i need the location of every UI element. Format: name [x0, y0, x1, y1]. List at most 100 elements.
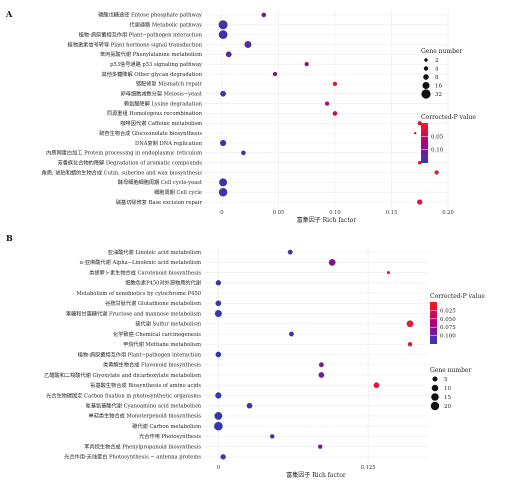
color-legend-label: 0.050: [440, 317, 456, 323]
category-label: 磷酸戊糖途径 Entose phosphate pathway: [98, 11, 202, 19]
size-legend-title: Gene number: [421, 48, 462, 55]
category-label: 内质网蛋白加工 Protein processing in endoplasmi…: [46, 149, 202, 157]
data-point: [272, 71, 278, 77]
category-label: 苯丙烷生物合成 Phenylpropanoid biosynthesis: [84, 442, 201, 450]
size-legend-dot: [421, 89, 431, 99]
x-tick-label: 0: [217, 465, 220, 471]
category-label: Metabolism of xenobiotics by cytochrome …: [76, 291, 201, 297]
category-label: 角质, 琥珀和蜡的生物合成 Cutin, suberine and wax bi…: [42, 168, 203, 176]
category-label: 甲烷代谢 Methane metabolism: [123, 340, 201, 348]
data-point: [417, 199, 423, 205]
category-label: 酵母细胞细胞周期 Cell cycle-yeast: [118, 178, 203, 186]
category-label: 植物-病原菌相互作用 Plant−pathogen interaction: [79, 30, 203, 38]
x-tick-label: 0.125: [361, 465, 376, 471]
color-legend-label: 0.025: [440, 308, 456, 314]
data-point: [406, 320, 414, 328]
category-label: 芳香族化合物的降解 Degradation of aromatic compou…: [58, 158, 203, 166]
category-label: 苯丙氨酸代谢 Phenylalanine metabolism: [100, 50, 202, 58]
size-legend-title: Gene number: [430, 367, 471, 374]
data-point: [287, 249, 293, 255]
category-label: 植物激素信号转导 Plant hormone signal transducti…: [68, 40, 203, 48]
size-legend-label: 4: [435, 67, 439, 73]
category-label: 赖氨酸降解 Lysine degradation: [124, 99, 203, 107]
category-label: 其他多糖降解 Other glycan degradation: [102, 70, 203, 78]
data-point: [220, 454, 226, 460]
data-point: [214, 412, 223, 420]
size-legend-dot: [431, 384, 439, 392]
category-label: 碳代谢 Carbon metabolism: [132, 422, 201, 430]
category-label: 硫苷生物合成 Glucosinolate biosynthesis: [99, 129, 202, 137]
category-label: 错配修复 Mismatch repair: [136, 80, 203, 88]
category-label: 类胡萝卜素生物合成 Carotenoid biosynthesis: [89, 268, 201, 276]
category-label: 同源重组 Homologous recombination: [107, 109, 203, 117]
data-point: [318, 372, 325, 378]
color-legend-bar: [430, 302, 437, 344]
x-tick-label: 0.10: [329, 210, 341, 216]
data-point: [318, 362, 324, 368]
size-legend-dot: [431, 393, 439, 401]
category-label: 光合作用 Photosynthesis: [139, 432, 201, 440]
category-label: 果糖和甘露糖代谢 Fructose and mannose metabolism: [66, 309, 201, 317]
data-point: [218, 30, 228, 39]
data-point: [215, 300, 222, 307]
size-legend-label: 20: [444, 404, 451, 410]
data-point: [244, 41, 252, 48]
category-label: 光合作用-天线蛋白 Photosynthesis − antenna prote…: [64, 453, 201, 461]
size-legend-dot: [423, 74, 429, 80]
x-tick-label: 0.20: [442, 210, 454, 216]
data-point: [214, 421, 223, 431]
panel-b-letter: B: [6, 233, 13, 243]
data-point: [225, 51, 232, 58]
category-label: 化学致癌 Chemical carcinogenesis: [113, 330, 201, 338]
category-label: 卵母细胞减数分裂 Meiosis−yeast: [121, 90, 203, 98]
category-label: 代谢通路 Metabolic pathway: [129, 21, 202, 29]
data-point: [219, 178, 228, 187]
color-legend-label: 0.075: [440, 325, 456, 331]
category-label: 植物-病原菌相互作用 Plant−pathogen interaction: [78, 350, 202, 358]
data-point: [332, 81, 338, 86]
data-point: [218, 188, 228, 197]
category-label: 乙醛酸和二羧酸代谢 Glyoxylate and dicarboxylate m…: [44, 371, 201, 379]
x-axis-label: 富集因子 Rich factor: [286, 471, 346, 479]
category-label: 碱基切除修复 Base excision repair: [116, 198, 203, 206]
data-point: [318, 444, 323, 449]
data-point: [373, 382, 380, 389]
category-label: 氨基酸生物合成 Biosynthesis of amino acids: [90, 381, 201, 389]
data-point: [215, 280, 222, 286]
category-label: 氰基氨基酸代谢 Cyanoamino acid metabolism: [86, 401, 201, 409]
color-legend-label: 0.05: [431, 134, 444, 140]
data-point: [220, 90, 226, 97]
panel-a-chart: 0 0.05 0.10 0.15 0.20 磷酸戊糖途径 Entose phosphate…: [42, 10, 476, 224]
category-label: 亚油酸代谢 Linoleic acid metabolism: [108, 248, 201, 256]
size-legend-dot: [432, 376, 438, 382]
category-label: p53信号通路 p53 signaling pathway: [110, 60, 202, 68]
plot-area: [205, 10, 448, 207]
data-point: [215, 351, 222, 358]
size-legend-label: 15: [444, 395, 451, 401]
size-legend-dot: [424, 58, 428, 62]
size-legend-dot: [423, 66, 429, 71]
category-label: α-亚麻酸代谢 Alpha−Linolenic acid metabolism: [80, 258, 201, 266]
data-point: [270, 434, 275, 439]
color-legend-label: 0.10: [431, 148, 444, 154]
category-label: 细胞周期 Cell cycle: [154, 188, 202, 196]
color-legend-title: Corrected-P value: [421, 114, 476, 121]
size-legend-label: 32: [435, 92, 442, 98]
panel-b-chart: 0 0.125 亚油酸代谢 Linoleic acid metabolism α-亚麻…: [44, 247, 485, 479]
category-label: 类黄酮生物合成 Flavonoid biosynthesis: [103, 361, 201, 369]
data-point: [215, 392, 222, 399]
category-label: 谷胱甘肽代谢 Glutathione metabolism: [105, 299, 201, 307]
data-point: [289, 331, 294, 337]
category-label: 咖啡因代谢 Caffeine metabolism: [120, 119, 202, 127]
category-label: 单萜类生物合成 Monoterpenoid biosynthesis: [89, 412, 202, 420]
data-point: [414, 131, 417, 135]
x-axis-label: 富集因子 Rich factor: [297, 216, 357, 224]
data-point: [218, 20, 228, 30]
data-point: [241, 150, 246, 156]
category-label: DNA复制 DNA replication: [135, 139, 203, 147]
data-point: [261, 12, 267, 18]
category-label: 光合生物碳固定 Carbon fixation in photosyntheti…: [46, 391, 201, 399]
color-legend-title: Corrected-P value: [430, 293, 485, 300]
data-point: [434, 170, 439, 175]
